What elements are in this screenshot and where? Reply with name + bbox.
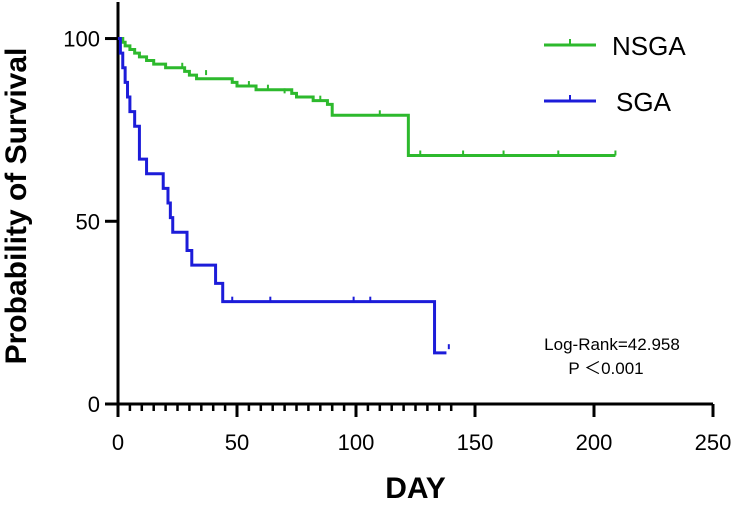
x-tick-label: 200: [576, 430, 613, 455]
p-value-annotation: P ＜0.001: [568, 359, 643, 378]
y-tick-label: 0: [88, 392, 100, 417]
survival-curve-nsga: [118, 37, 616, 157]
x-tick-label: 50: [225, 430, 249, 455]
series-layer: [118, 37, 617, 355]
x-axis-title: DAY: [385, 472, 446, 505]
series-nsga: [118, 37, 617, 157]
series-sga: [118, 37, 450, 355]
y-tick-label: 50: [76, 209, 100, 234]
legend-label: SGA: [616, 87, 672, 117]
legend: NSGA SGA: [544, 31, 686, 117]
y-axis-title: Probability of Survival: [0, 48, 33, 365]
legend-label: NSGA: [612, 31, 686, 61]
log-rank-annotation: Log-Rank=42.958: [544, 335, 680, 354]
x-tick-label: 150: [457, 430, 494, 455]
x-tick-label: 0: [112, 430, 124, 455]
x-tick-label: 100: [338, 430, 375, 455]
axes: 0 50 100 150 200 250 0 50 100: [63, 2, 731, 455]
legend-item-nsga: NSGA: [544, 31, 686, 61]
x-tick-label: 250: [695, 430, 732, 455]
legend-item-sga: SGA: [544, 87, 672, 117]
survival-curve-sga: [118, 37, 447, 355]
y-tick-label: 100: [63, 27, 100, 52]
